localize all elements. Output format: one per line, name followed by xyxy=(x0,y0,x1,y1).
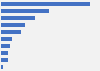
Bar xyxy=(1,65,3,69)
Bar xyxy=(1,58,8,62)
Bar xyxy=(1,16,35,20)
Bar xyxy=(1,23,25,27)
Bar xyxy=(1,9,49,13)
Bar xyxy=(1,44,10,48)
Bar xyxy=(1,30,21,34)
Bar xyxy=(1,37,12,41)
Bar xyxy=(1,51,8,55)
Bar xyxy=(1,2,90,6)
